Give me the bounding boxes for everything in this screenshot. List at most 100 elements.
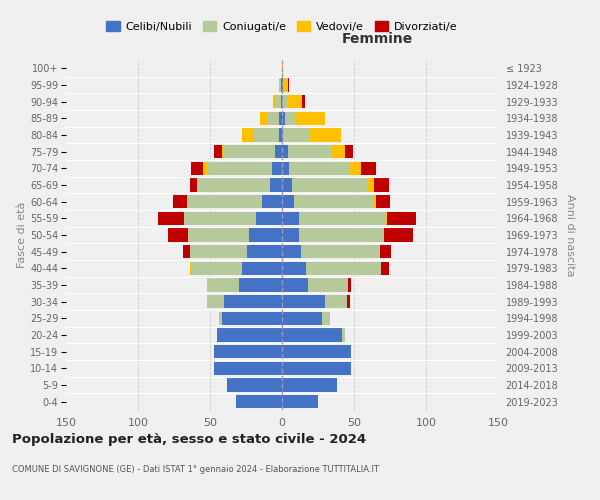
Bar: [302, 95, 305, 108]
Bar: [217, 328, 282, 342]
Bar: [387, 212, 416, 225]
Bar: [281, 78, 282, 92]
Bar: [188, 228, 249, 241]
Y-axis label: Fasce di età: Fasce di età: [17, 202, 27, 268]
Bar: [325, 295, 347, 308]
Bar: [346, 145, 353, 158]
Bar: [361, 162, 376, 175]
Bar: [173, 195, 187, 208]
Bar: [203, 162, 207, 175]
Bar: [218, 312, 221, 325]
Bar: [271, 178, 282, 192]
Bar: [282, 62, 283, 75]
Bar: [184, 212, 256, 225]
Bar: [282, 178, 292, 192]
Bar: [190, 245, 247, 258]
Bar: [191, 262, 242, 275]
Bar: [214, 145, 221, 158]
Bar: [376, 195, 390, 208]
Bar: [282, 395, 318, 408]
Bar: [187, 195, 262, 208]
Bar: [282, 112, 285, 125]
Bar: [282, 162, 289, 175]
Bar: [301, 245, 380, 258]
Bar: [158, 212, 184, 225]
Bar: [239, 278, 282, 291]
Bar: [322, 312, 329, 325]
Bar: [236, 395, 282, 408]
Bar: [221, 145, 224, 158]
Bar: [283, 128, 310, 141]
Bar: [224, 145, 275, 158]
Bar: [190, 262, 191, 275]
Bar: [199, 178, 271, 192]
Bar: [282, 378, 337, 392]
Bar: [207, 162, 272, 175]
Text: Femmine: Femmine: [341, 32, 413, 46]
Bar: [190, 178, 197, 192]
Bar: [288, 78, 289, 92]
Bar: [292, 178, 367, 192]
Bar: [289, 162, 350, 175]
Bar: [373, 195, 376, 208]
Bar: [247, 245, 282, 258]
Bar: [279, 128, 282, 141]
Bar: [383, 228, 384, 241]
Bar: [382, 262, 389, 275]
Bar: [282, 262, 307, 275]
Bar: [282, 228, 299, 241]
Bar: [288, 95, 302, 108]
Bar: [282, 128, 283, 141]
Bar: [296, 112, 325, 125]
Bar: [242, 262, 282, 275]
Bar: [380, 245, 391, 258]
Bar: [348, 278, 351, 291]
Bar: [279, 112, 282, 125]
Bar: [279, 78, 281, 92]
Bar: [281, 95, 282, 108]
Legend: Celibi/Nubili, Coniugati/e, Vedovi/e, Divorziati/e: Celibi/Nubili, Coniugati/e, Vedovi/e, Di…: [102, 16, 462, 36]
Bar: [282, 345, 351, 358]
Bar: [282, 328, 343, 342]
Bar: [249, 228, 282, 241]
Bar: [282, 312, 322, 325]
Y-axis label: Anni di nascita: Anni di nascita: [565, 194, 575, 276]
Bar: [282, 278, 308, 291]
Bar: [308, 278, 348, 291]
Bar: [307, 262, 382, 275]
Bar: [350, 162, 361, 175]
Bar: [282, 195, 293, 208]
Bar: [276, 95, 281, 108]
Bar: [275, 145, 282, 158]
Bar: [191, 162, 203, 175]
Bar: [214, 345, 282, 358]
Text: COMUNE DI SAVIGNONE (GE) - Dati ISTAT 1° gennaio 2024 - Elaborazione TUTTITALIA.: COMUNE DI SAVIGNONE (GE) - Dati ISTAT 1°…: [12, 466, 379, 474]
Bar: [282, 245, 301, 258]
Bar: [268, 112, 279, 125]
Bar: [207, 295, 224, 308]
Bar: [242, 128, 253, 141]
Bar: [224, 295, 282, 308]
Bar: [310, 128, 341, 141]
Bar: [227, 378, 282, 392]
Bar: [207, 278, 239, 291]
Bar: [262, 195, 282, 208]
Bar: [282, 362, 351, 375]
Bar: [293, 195, 373, 208]
Bar: [221, 312, 282, 325]
Bar: [299, 212, 386, 225]
Text: Popolazione per età, sesso e stato civile - 2024: Popolazione per età, sesso e stato civil…: [12, 432, 366, 446]
Bar: [285, 112, 296, 125]
Bar: [260, 112, 268, 125]
Bar: [282, 145, 288, 158]
Bar: [374, 178, 389, 192]
Bar: [347, 295, 350, 308]
Bar: [384, 228, 413, 241]
Bar: [367, 178, 374, 192]
Bar: [288, 145, 331, 158]
Bar: [282, 78, 283, 92]
Bar: [253, 128, 279, 141]
Bar: [331, 145, 346, 158]
Bar: [282, 295, 325, 308]
Bar: [343, 328, 346, 342]
